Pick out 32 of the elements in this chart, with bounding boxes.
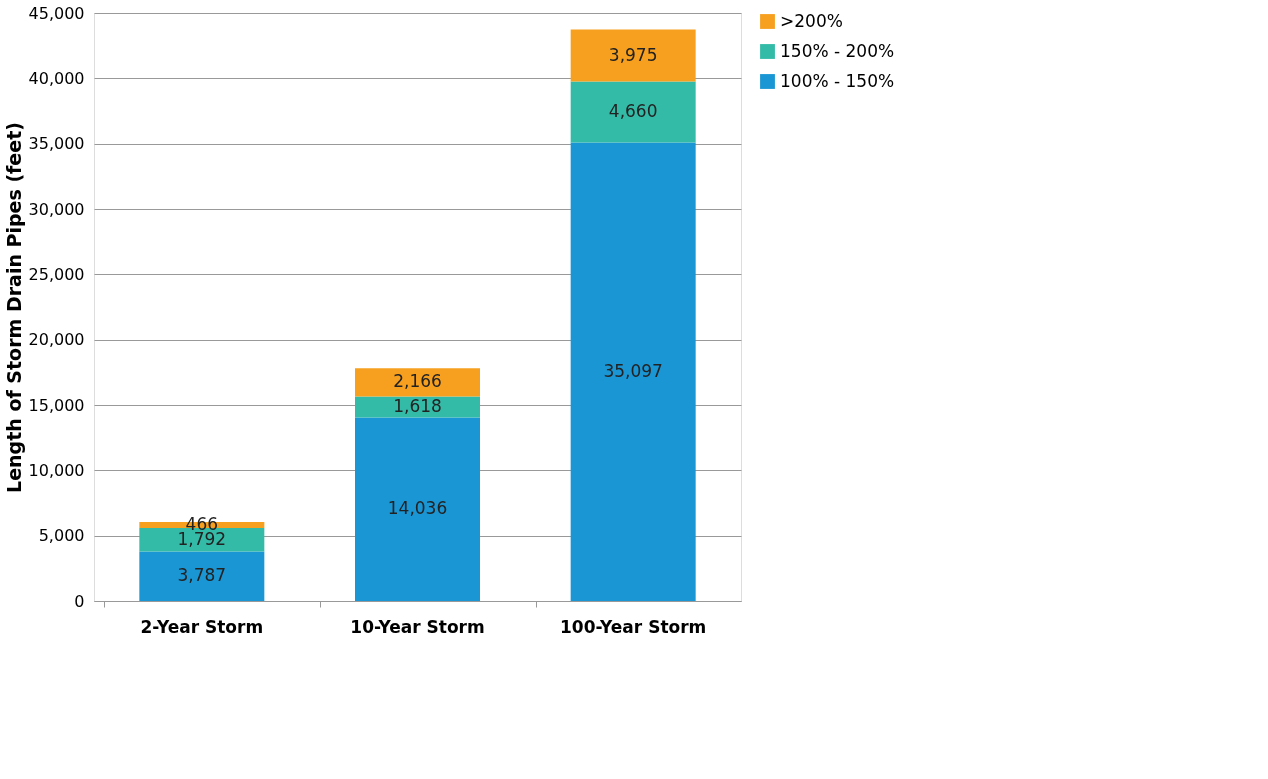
y-tick-label: 15,000 [28,395,85,415]
bar [570,29,696,82]
legend-label: 150% - 200% [780,40,895,61]
data-label: 4,660 [608,100,658,121]
y-tick-label: 10,000 [28,460,85,480]
bar [355,368,480,397]
y-tick-label: 45,000 [28,3,85,23]
bar [570,142,696,601]
y-axis-title: Length of Storm Drain Pipes (feet) [2,122,25,493]
bar [355,417,480,601]
legend-label: 100% - 150% [780,70,895,91]
data-label: 3,975 [608,44,658,65]
y-tick-label: 0 [74,591,85,611]
bar [355,396,480,418]
y-tick-label: 5,000 [38,526,85,546]
y-tick-label: 20,000 [28,330,85,350]
bar [139,551,265,601]
data-label: 35,097 [603,360,663,381]
bar [570,81,696,143]
x-tick-label: 2-Year Storm [140,616,264,637]
data-label: 2,166 [393,371,442,392]
y-tick-label: 35,000 [28,134,85,154]
x-tick-label: 10-Year Storm [350,616,485,637]
x-tick-label: 100-Year Storm [560,616,707,637]
data-label: 14,036 [387,498,448,519]
y-tick-label: 25,000 [28,264,85,284]
legend-label: >200% [780,10,843,31]
data-label: 1,618 [393,396,442,417]
data-label: 3,787 [177,565,227,586]
y-tick-label: 40,000 [28,68,85,88]
y-tick-label: 30,000 [28,199,85,219]
bar [139,528,265,552]
